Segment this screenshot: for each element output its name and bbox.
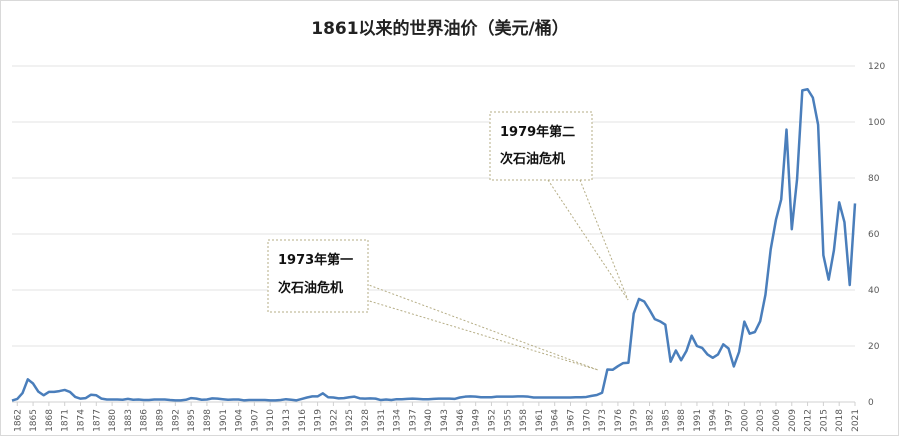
x-tick-label: 1934 [393, 409, 403, 432]
x-tick-label: 2012 [804, 409, 814, 432]
x-tick-label: 1943 [440, 409, 450, 432]
x-tick-label: 1976 [614, 409, 624, 432]
y-tick-label: 0 [868, 398, 874, 408]
chart-title: 1861以来的世界油价（美元/桶） [311, 18, 569, 39]
x-tick-label: 1982 [646, 409, 656, 432]
x-tick-label: 2009 [788, 409, 798, 432]
x-tick-label: 1877 [92, 409, 102, 432]
x-tick-label: 1925 [345, 409, 355, 432]
leader-line [579, 179, 629, 301]
x-tick-label: 1868 [45, 409, 55, 432]
x-tick-label: 1988 [677, 409, 687, 432]
y-tick-label: 120 [868, 62, 885, 72]
leader-line [547, 179, 629, 301]
x-tick-label: 2015 [819, 409, 829, 432]
x-tick-label: 1862 [13, 409, 23, 432]
x-tick-label: 2018 [835, 409, 845, 432]
x-tick-label: 1919 [314, 409, 324, 432]
x-tick-label: 1889 [156, 409, 166, 432]
x-tick-label: 1895 [187, 409, 197, 432]
plot [11, 87, 857, 402]
x-tick-label: 1997 [725, 409, 735, 432]
y-tick-label: 60 [868, 230, 880, 240]
x-tick-label: 1910 [266, 409, 276, 432]
x-tick-label: 1865 [29, 409, 39, 432]
x-tick-label: 2021 [851, 409, 861, 432]
x-tick-label: 1961 [535, 409, 545, 432]
x-tick-label: 1913 [282, 409, 292, 432]
x-tick-label: 1883 [124, 409, 134, 432]
x-tick-label: 2006 [772, 409, 782, 432]
x-tick-label: 1898 [203, 409, 213, 432]
x-tick-label: 1970 [582, 409, 592, 432]
x-tick-label: 1907 [250, 409, 260, 432]
callout-text: 1973年第一 [278, 252, 353, 268]
x-tick-label: 1886 [140, 409, 150, 432]
x-tick-label: 1985 [661, 409, 671, 432]
y-tick-label: 100 [868, 118, 885, 128]
callout-text: 次石油危机 [278, 280, 343, 296]
x-tick-label: 1967 [566, 409, 576, 432]
x-tick-label: 1979 [630, 409, 640, 432]
x-tick-label: 1874 [76, 409, 86, 432]
callout-text: 1979年第二 [500, 124, 575, 140]
x-tick-label: 1946 [456, 409, 466, 432]
callout-box [267, 239, 369, 313]
annotation-1979: 1979年第二 次石油危机 [489, 111, 629, 301]
x-tick-label: 1964 [551, 409, 561, 432]
x-tick-label: 1916 [298, 409, 308, 432]
x-tick-label: 1871 [61, 409, 71, 432]
x-tick-label: 1904 [235, 409, 245, 432]
x-tick-label: 1991 [693, 409, 703, 432]
x-tick-label: 2003 [756, 409, 766, 432]
x-tick-label: 1928 [361, 409, 371, 432]
x-tick-label: 1955 [503, 409, 513, 432]
x-tick-label: 1901 [219, 409, 229, 432]
x-tick-label: 1949 [472, 409, 482, 432]
x-tick-label: 1931 [377, 409, 387, 432]
x-tick-label: 1892 [171, 409, 181, 432]
price-line [11, 87, 857, 402]
grid: 0 20 40 60 80 100 120 1862 1865 1868 1871 1874 1877 1… [12, 62, 885, 432]
x-tick-label: 1940 [424, 409, 434, 432]
leader-line [365, 283, 599, 371]
x-tick-label: 2000 [740, 409, 750, 432]
leader-line [365, 299, 599, 371]
x-tick-label: 1973 [598, 409, 608, 432]
x-tick-label: 1937 [408, 409, 418, 432]
y-tick-label: 20 [868, 342, 880, 352]
callout-text: 次石油危机 [500, 151, 565, 167]
callout-box [489, 111, 593, 181]
x-tick-label: 1958 [519, 409, 529, 432]
x-tick-label: 1994 [709, 409, 719, 432]
x-tick-label: 1880 [108, 409, 118, 432]
x-tick-label: 1922 [329, 409, 339, 432]
x-tick-label: 1952 [487, 409, 497, 432]
y-tick-label: 40 [868, 286, 880, 296]
y-tick-label: 80 [868, 174, 880, 184]
annotation-1973: 1973年第一 次石油危机 [267, 239, 599, 371]
